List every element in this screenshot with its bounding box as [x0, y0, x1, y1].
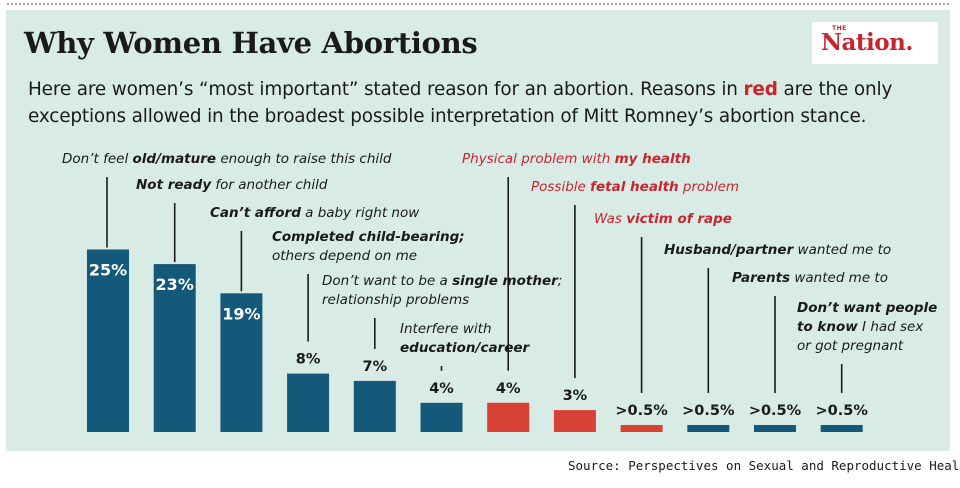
bar-11 — [820, 425, 863, 432]
bar-4 — [353, 380, 396, 432]
subtitle-text-after: are the only exceptions allowed in the b… — [28, 79, 893, 127]
logo-the-text: THE — [832, 25, 847, 32]
value-label-7: 3% — [563, 388, 588, 404]
value-label-3: 8% — [296, 352, 321, 368]
category-label-7: Possible fetal health problem — [531, 179, 740, 195]
nation-logo: THE Nation. — [812, 22, 938, 64]
bar-7 — [553, 410, 596, 432]
bar-9 — [687, 425, 730, 432]
logo-name-text: Nation. — [821, 29, 913, 56]
bar-6 — [487, 402, 530, 432]
bar-10 — [754, 425, 796, 432]
chart-subtitle: Here are women’s “most important” stated… — [28, 76, 928, 130]
bar-8 — [620, 425, 663, 432]
value-label-8: >0.5% — [615, 403, 668, 419]
bar-3 — [287, 373, 330, 432]
value-label-5: 4% — [429, 381, 454, 397]
category-label-0: Don’t feel old/mature enough to raise th… — [62, 151, 392, 167]
subtitle-red-word: red — [743, 79, 778, 100]
category-label-2: Can’t afford a baby right now — [210, 205, 420, 221]
value-label-11: >0.5% — [816, 403, 869, 419]
bar-2 — [220, 293, 263, 432]
value-label-1: 23% — [156, 275, 194, 294]
source-note: Source: Perspectives on Sexual and Repro… — [568, 458, 960, 473]
value-label-6: 4% — [496, 381, 521, 397]
dotted-top-border — [6, 2, 950, 6]
value-label-4: 7% — [362, 359, 387, 375]
category-label-6: Physical problem with my health — [462, 151, 691, 167]
value-label-0: 25% — [89, 261, 127, 280]
category-label-10: Parents wanted me to — [732, 270, 888, 286]
category-label-9: Husband/partner wanted me to — [664, 242, 892, 258]
bar-1 — [153, 264, 196, 432]
category-label-8: Was victim of rape — [594, 211, 732, 227]
page-title: Why Women Have Abortions — [24, 26, 478, 60]
value-label-2: 19% — [222, 304, 260, 323]
category-label-5: Interfere with education/career — [400, 321, 530, 356]
category-label-3: Completed child-bearing; others depend on… — [272, 229, 465, 264]
category-label-11: Don’t want people to know I had sex or got… — [797, 300, 938, 354]
value-label-9: >0.5% — [682, 403, 735, 419]
category-label-1: Not ready for another child — [136, 177, 328, 193]
value-label-10: >0.5% — [749, 403, 802, 419]
subtitle-text-before: Here are women’s “most important” stated… — [28, 79, 744, 100]
bar-0 — [87, 249, 129, 432]
category-label-4: Don’t want to be a single mother; relatio… — [322, 273, 563, 308]
bar-5 — [420, 402, 463, 432]
